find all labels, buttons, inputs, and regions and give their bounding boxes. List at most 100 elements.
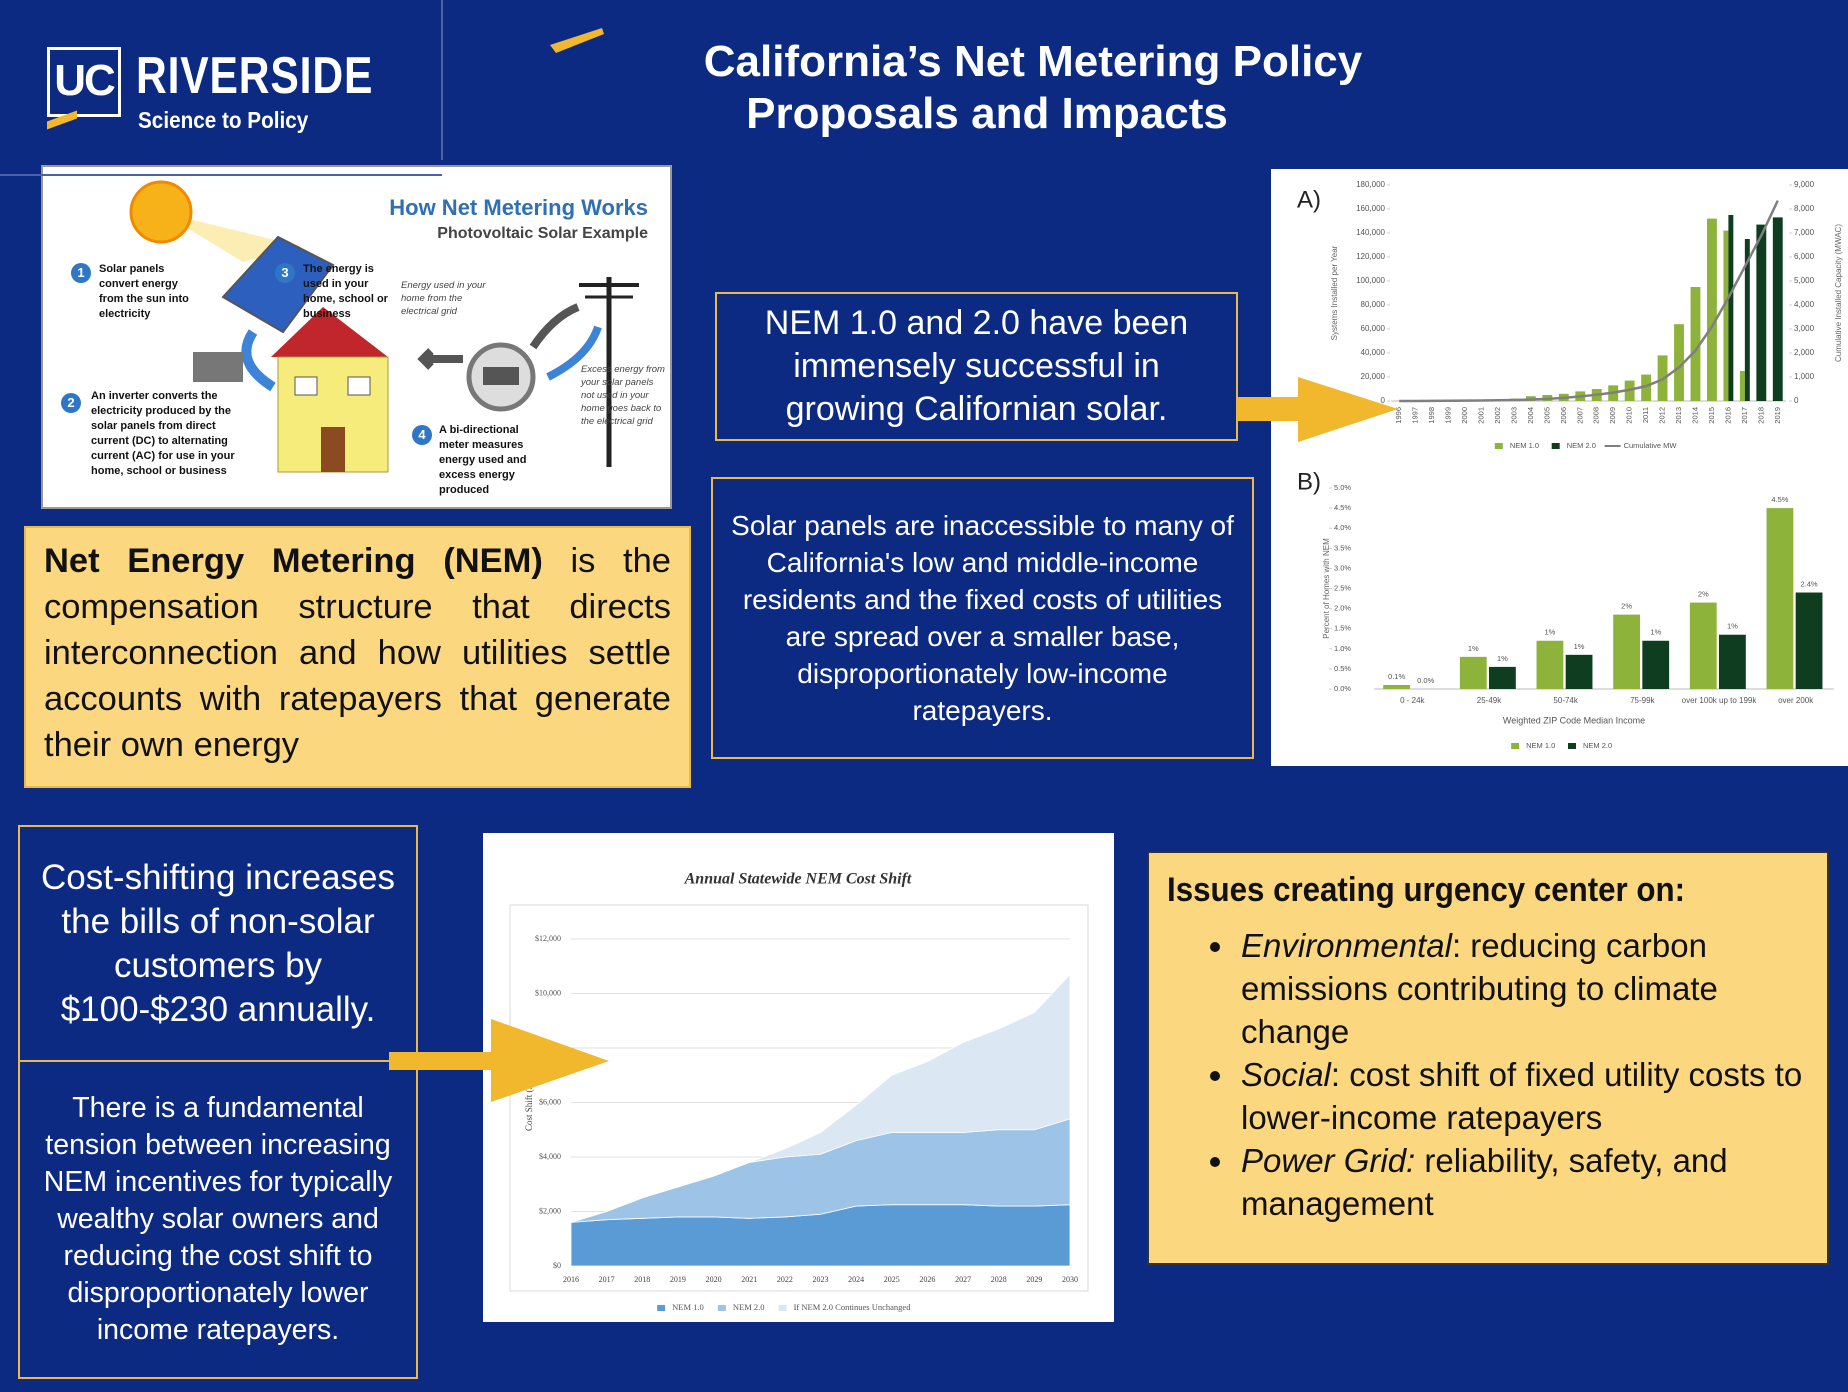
value-label: 1% (1545, 628, 1556, 637)
tick-label: 80,000 (1361, 300, 1386, 309)
bar (1536, 640, 1564, 689)
tick-label: 3.5% (1334, 543, 1351, 552)
bar (1772, 217, 1783, 401)
x-tick-label: over 100k up to 199k (1682, 696, 1758, 705)
x-tick-label: 2009 (1608, 407, 1617, 424)
flow-arrow (241, 329, 276, 392)
value-label: 1% (1574, 642, 1585, 651)
value-label: 2.4% (1801, 580, 1818, 589)
x-tick-label: 2019 (670, 1275, 686, 1284)
tick-label: 40,000 (1361, 348, 1386, 357)
bar (1756, 224, 1767, 401)
x-tick-label: 2021 (741, 1275, 757, 1284)
legend-label: NEM 2.0 (1567, 441, 1596, 450)
x-tick-label: 1998 (1427, 407, 1436, 424)
step-text: The energy is used in your home, school … (303, 263, 388, 320)
door (321, 427, 345, 472)
tension-text: There is a fundamental tension between i… (43, 1092, 393, 1346)
axis-title: Cost Shift ($M) (524, 1074, 534, 1131)
tick-label: 4,000 (1794, 300, 1815, 309)
logo-box: UC (47, 47, 121, 130)
line (1399, 200, 1779, 403)
cost-shift-panel: Annual Statewide NEM Cost Shift $0 $2,000 $… (483, 833, 1114, 1322)
area (570, 973, 1071, 1223)
value-label: 0.0% (1417, 676, 1434, 685)
issue-label: Environmental (1241, 927, 1452, 964)
bar (1642, 640, 1670, 689)
access-text: Solar panels are inaccessible to many of… (731, 510, 1234, 726)
issue-text: : cost shift of fixed utility costs to l… (1241, 1056, 1803, 1136)
bar (1674, 324, 1684, 401)
axis-title: Weighted ZIP Code Median Income (1503, 715, 1645, 725)
bar (1707, 218, 1717, 401)
legend-label: NEM 1.0 (1510, 441, 1539, 450)
x-tick-label: 2018 (634, 1275, 650, 1284)
issues-heading: Issues creating urgency center on: (1167, 871, 1686, 909)
tick-label: 1.0% (1334, 644, 1351, 653)
title-line: Proposals and Impacts (746, 89, 1228, 138)
tick-label: $0 (553, 1261, 561, 1270)
tension-box: There is a fundamental tension between i… (18, 1060, 418, 1379)
bar (1459, 656, 1487, 689)
bar (1795, 592, 1823, 689)
chart-label: A) (1297, 186, 1321, 213)
x-tick-label: 2001 (1477, 407, 1486, 424)
legend-label: NEM 1.0 (672, 1302, 704, 1312)
value-label: 1% (1468, 644, 1479, 653)
x-tick-label: 1996 (1394, 407, 1403, 424)
value-label: 0.1% (1388, 672, 1405, 681)
x-tick-label: 0 - 24k (1400, 696, 1425, 705)
x-tick-label: 2020 (706, 1275, 722, 1284)
bar (1723, 230, 1729, 401)
tick-label: 5.0% (1334, 483, 1351, 492)
chart-a: A) 0 20,000 40,000 60,000 80,000 100,000 120,00… (1297, 180, 1843, 450)
x-tick-label: 2016 (563, 1275, 579, 1284)
tick-label: $4,000 (539, 1152, 561, 1161)
tick-label: $6,000 (539, 1097, 561, 1106)
x-tick-label: 2006 (1559, 407, 1568, 424)
x-tick-label: 1999 (1444, 407, 1453, 424)
x-tick-label: 2015 (1707, 407, 1716, 424)
x-tick-label: 1997 (1411, 407, 1420, 424)
x-tick-label: 2025 (884, 1275, 900, 1284)
tick-label: 20,000 (1361, 372, 1386, 381)
legend-label: NEM 2.0 (733, 1302, 765, 1312)
x-tick-label: 2017 (1740, 407, 1749, 424)
x-tick-label: 2002 (1493, 407, 1502, 424)
x-tick-label: 2004 (1526, 407, 1535, 424)
x-tick-label: 2030 (1062, 1275, 1078, 1284)
bar (1383, 684, 1411, 689)
window (294, 376, 318, 396)
tick-label: 2,000 (1794, 348, 1815, 357)
bar (1690, 287, 1701, 401)
diagram-title: How Net Metering Works (389, 195, 648, 220)
definition-box: Net Energy Metering (NEM) is the compens… (24, 526, 691, 788)
title-line: California’s Net Metering Policy (703, 37, 1363, 86)
logo-uc: UC (54, 56, 116, 105)
issues-list: Environmental: reducing carbon emissions… (1167, 924, 1809, 1225)
inverter (193, 352, 243, 382)
x-tick-label: 2016 (1723, 407, 1732, 424)
bar (1739, 371, 1745, 401)
tick-label: 2.5% (1334, 583, 1351, 592)
x-tick-label: 2022 (777, 1275, 793, 1284)
tick-label: 0 (1381, 396, 1386, 405)
legend-swatch (1568, 743, 1576, 749)
tick-label: 0 (1794, 396, 1799, 405)
tick-label: $2,000 (539, 1206, 561, 1215)
net-metering-diagram: How Net Metering Works Photovoltaic Sola… (41, 165, 672, 509)
bar (1744, 239, 1750, 401)
axis-title: Systems Installed per Year (1330, 245, 1339, 340)
value-label: 1% (1650, 628, 1661, 637)
chart-label: B) (1297, 468, 1321, 495)
success-box: NEM 1.0 and 2.0 have been immensely succ… (715, 292, 1238, 441)
title: California’s Net Metering Policy Proposa… (600, 36, 1466, 140)
chart-c: Annual Statewide NEM Cost Shift $0 $2,000 $… (509, 871, 1089, 1312)
success-text: NEM 1.0 and 2.0 have been immensely succ… (764, 304, 1189, 428)
x-tick-label: 2019 (1773, 407, 1782, 424)
tick-label: 0.0% (1334, 684, 1351, 693)
step-text: A bi-directional meter measures energy u… (439, 424, 527, 496)
x-tick-label: 2014 (1690, 407, 1699, 424)
tick-label: 8,000 (1794, 204, 1815, 213)
